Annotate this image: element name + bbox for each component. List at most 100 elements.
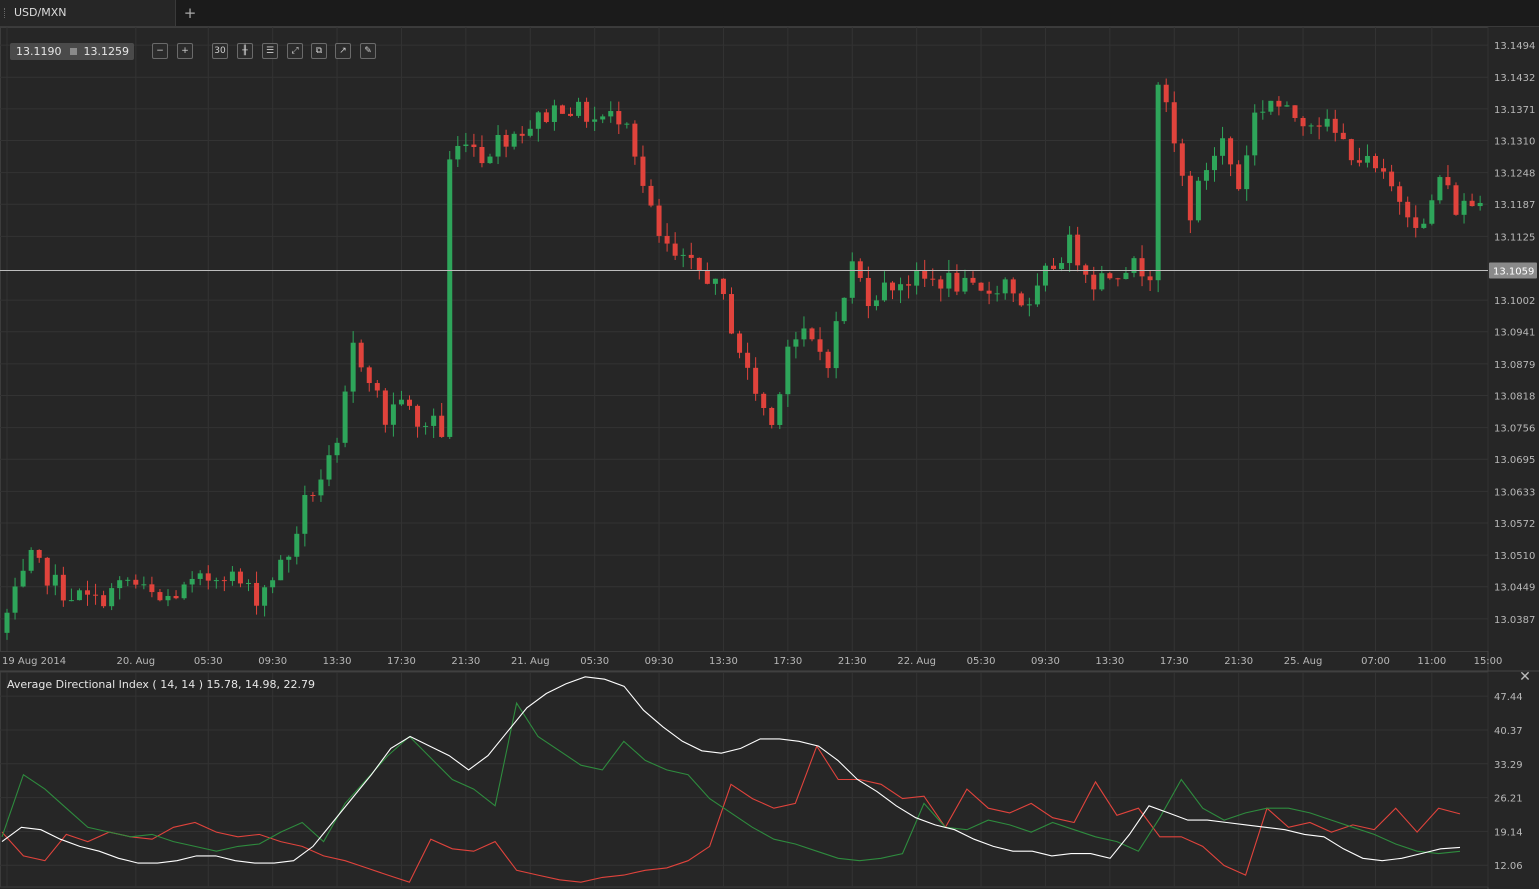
time-tick-label: 13:30 xyxy=(323,656,352,667)
chart-type-button[interactable]: ╫ xyxy=(237,43,253,59)
candle xyxy=(849,252,855,304)
candle xyxy=(1099,265,1105,292)
candle-body xyxy=(720,278,726,295)
candle-body xyxy=(793,339,799,347)
candle-body xyxy=(85,590,90,595)
time-tick-label: 19 Aug 2014 xyxy=(2,656,66,667)
candle-body xyxy=(286,556,292,560)
plus-icon: + xyxy=(183,4,197,22)
candle xyxy=(213,577,219,589)
candle-body xyxy=(117,580,123,589)
candle xyxy=(1018,291,1024,307)
candle xyxy=(358,339,364,372)
candle-body xyxy=(1332,118,1338,133)
bid-price[interactable]: 13.1190 xyxy=(16,45,62,58)
candle-body xyxy=(1212,155,1217,171)
candle-body xyxy=(970,277,976,283)
candle xyxy=(503,129,509,158)
candle xyxy=(1203,162,1209,190)
candle-body xyxy=(213,580,219,582)
candle xyxy=(398,390,404,406)
candle xyxy=(286,555,292,573)
candle-body xyxy=(543,112,549,122)
candle xyxy=(382,388,388,433)
candle-body xyxy=(592,119,598,122)
time-tick-label: 05:30 xyxy=(967,656,996,667)
candle-body xyxy=(495,134,501,157)
price-tick-label: 13.1125 xyxy=(1494,232,1535,243)
candle xyxy=(1381,158,1387,179)
current-price-badge xyxy=(1489,262,1537,279)
candle-body xyxy=(1308,125,1314,127)
candle xyxy=(712,278,718,295)
candle-body xyxy=(1276,100,1282,107)
zoom-out-button[interactable]: − xyxy=(152,43,168,59)
indicators-button[interactable]: ☰ xyxy=(262,43,278,59)
candle-body xyxy=(624,123,630,125)
candle xyxy=(1421,218,1427,229)
line-minus-di xyxy=(1,744,1461,883)
ask-price[interactable]: 13.1259 xyxy=(83,45,130,58)
candle xyxy=(664,223,670,252)
candle-body xyxy=(165,595,171,601)
candle-body xyxy=(1123,272,1129,280)
candle xyxy=(729,287,734,335)
candle xyxy=(1228,136,1234,177)
candle xyxy=(1252,104,1258,166)
candle xyxy=(1034,273,1040,307)
candle xyxy=(1397,181,1403,215)
candle-body xyxy=(1356,160,1362,163)
draw-line-button[interactable]: ↗ xyxy=(335,43,351,59)
quote-box[interactable]: 13.1190 13.1259 xyxy=(10,43,134,60)
tab-grip-icon[interactable] xyxy=(4,8,7,18)
candle xyxy=(672,232,678,260)
candle-body xyxy=(310,495,316,497)
candle xyxy=(1477,195,1483,211)
candle-body xyxy=(729,294,734,334)
candle xyxy=(1276,96,1282,116)
indicator-tick-label: 12.06 xyxy=(1494,861,1523,872)
tab-usd-mxn[interactable]: USD/MXN xyxy=(0,0,176,26)
candle-body xyxy=(181,584,187,599)
zoom-in-button[interactable]: + xyxy=(177,43,193,59)
candle-body xyxy=(1421,223,1427,228)
time-axis[interactable]: 19 Aug 2014 20. Aug 05:30 09:30 13:30 17:30 21… xyxy=(2,656,1502,667)
candle xyxy=(793,331,799,359)
candle xyxy=(1316,117,1322,140)
candle-body xyxy=(1131,258,1137,273)
fit-chart-button[interactable]: ⤢ xyxy=(287,43,303,59)
price-tick-label: 13.0449 xyxy=(1494,583,1535,594)
close-indicator-button[interactable]: ✕ xyxy=(1518,670,1532,684)
compare-button[interactable]: ⧉ xyxy=(311,43,327,59)
candle-body xyxy=(656,205,662,236)
candle-body xyxy=(648,185,654,206)
indicator-axis[interactable]: 47.44 40.37 33.29 26.21 19.14 12.06 xyxy=(1494,692,1523,872)
candle xyxy=(1373,153,1378,173)
candle xyxy=(865,266,871,319)
candle-body xyxy=(1042,265,1048,286)
candle-body xyxy=(439,415,445,437)
candle xyxy=(1300,116,1306,136)
candle xyxy=(1429,194,1435,226)
candle xyxy=(133,574,139,589)
candle-body xyxy=(1002,279,1008,294)
pencil-button[interactable]: ✎ xyxy=(360,43,376,59)
candle-body xyxy=(1252,112,1258,156)
candle xyxy=(1010,277,1016,303)
candle xyxy=(720,278,726,300)
candle xyxy=(1075,226,1081,272)
price-frame xyxy=(0,27,1489,652)
time-tick-label: 21. Aug xyxy=(511,656,550,667)
time-tick-label: 25. Aug xyxy=(1284,656,1323,667)
chart-area[interactable]: 13.1494 13.1432 13.1371 13.1310 13.1248 13.11… xyxy=(0,27,1539,889)
add-tab-button[interactable]: + xyxy=(180,3,200,23)
candle-body xyxy=(1284,105,1290,107)
candle xyxy=(777,392,783,430)
price-axis[interactable]: 13.1494 13.1432 13.1371 13.1310 13.1248 13.11… xyxy=(1489,41,1537,626)
candle xyxy=(785,339,791,407)
candle-body xyxy=(873,300,879,307)
candle-body xyxy=(1429,200,1435,224)
candle xyxy=(173,590,179,600)
candle-body xyxy=(881,282,887,301)
timeframe-button[interactable]: 30 xyxy=(212,43,228,59)
